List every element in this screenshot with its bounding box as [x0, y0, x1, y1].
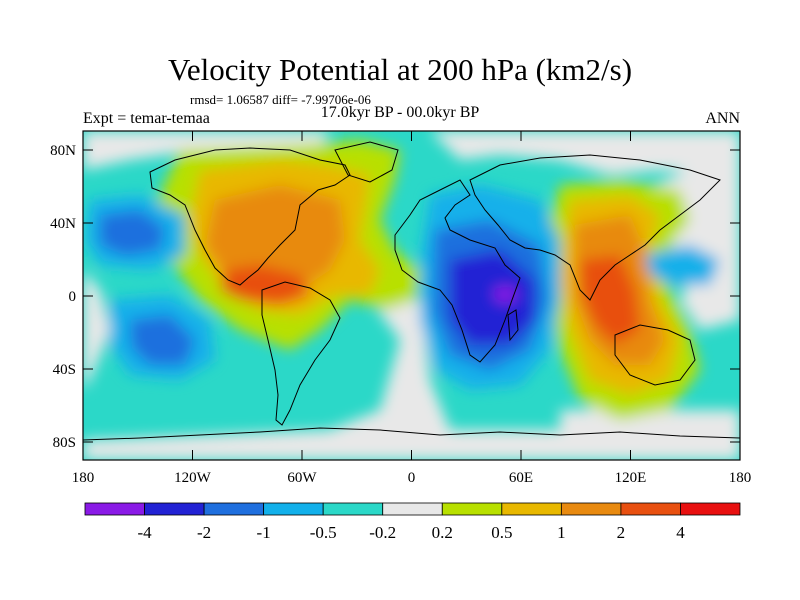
colorbar-swatch	[203, 502, 265, 516]
lat-tick-0: 0	[69, 289, 77, 305]
lon-tick-180w: 180	[72, 470, 95, 486]
greenland-coast	[334, 141, 399, 183]
colorbar-swatch	[441, 502, 503, 516]
lon-tick-60w: 60W	[287, 470, 317, 486]
colorbar-label: 4	[676, 523, 685, 542]
madagascar-coast	[507, 309, 519, 342]
lon-tick-180e: 180	[729, 470, 752, 486]
colorbar-swatch	[322, 502, 384, 516]
lon-tick-0: 0	[408, 470, 416, 486]
longitude-axis	[82, 131, 741, 460]
lat-tick-80s: 80S	[53, 435, 76, 451]
colorbar-swatch	[680, 502, 741, 516]
colorbar-label: -1	[257, 523, 271, 542]
lon-tick-120w: 120W	[174, 470, 212, 486]
colorbar-label: 1	[557, 523, 566, 542]
lat-tick-40s: 40S	[53, 362, 76, 378]
contour-field	[83, 131, 740, 460]
latitude-axis	[83, 149, 740, 443]
colorbar-swatch	[560, 502, 622, 516]
north-america-coast	[149, 147, 351, 286]
colorbar: -4 -2 -1 -0.5 -0.2 0.2 0.5 1 2 4	[84, 502, 741, 542]
colorbar-swatch	[501, 502, 562, 516]
period-label: 17.0kyr BP - 00.0kyr BP	[320, 104, 480, 121]
colorbar-swatch	[84, 502, 145, 516]
colorbar-swatch	[382, 502, 443, 516]
colorbar-label: -0.5	[310, 523, 337, 542]
colorbar-label: -4	[137, 523, 152, 542]
stats-text: rmsd= 1.06587 diff= -7.99706e-06	[190, 92, 371, 107]
colorbar-label: 2	[617, 523, 626, 542]
colorbar-swatch	[144, 502, 205, 516]
colorbar-label: -2	[197, 523, 211, 542]
season-label: ANN	[705, 110, 740, 127]
coastlines	[83, 141, 740, 441]
lon-tick-120e: 120E	[615, 470, 647, 486]
europe-africa-coast	[394, 179, 521, 363]
experiment-label: Expt = temar-temaa	[83, 110, 210, 127]
lat-tick-40n: 40N	[50, 216, 76, 232]
asia-coast	[469, 154, 721, 301]
south-america-coast	[261, 281, 341, 426]
colorbar-swatch	[263, 502, 324, 516]
map-title: Velocity Potential at 200 hPa (km2/s)	[167, 52, 633, 87]
lat-tick-80n: 80N	[50, 143, 76, 159]
colorbar-label: -0.2	[369, 523, 396, 542]
antarctica-coast	[83, 427, 740, 441]
colorbar-label: 0.2	[432, 523, 453, 542]
colorbar-swatch	[620, 502, 681, 516]
lon-tick-60e: 60E	[509, 470, 533, 486]
australia-coast	[614, 324, 696, 386]
colorbar-label: 0.5	[491, 523, 512, 542]
